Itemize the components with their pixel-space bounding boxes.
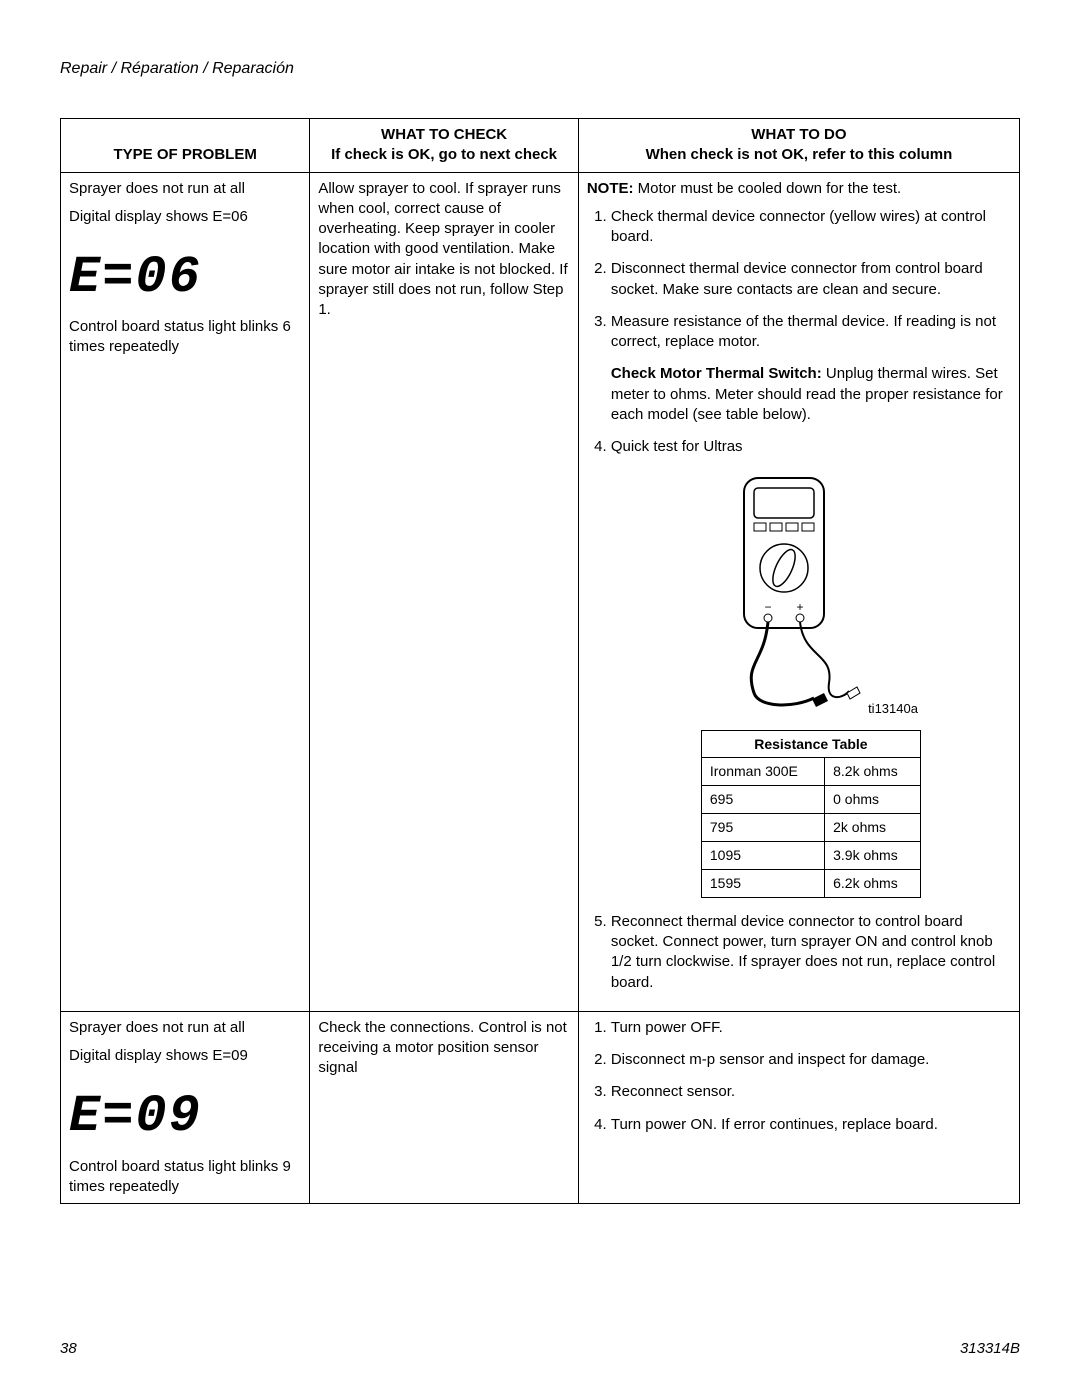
problem-line: Control board status light blinks 6 time… bbox=[69, 317, 301, 358]
doc-number: 313314B bbox=[960, 1340, 1020, 1357]
list-item: Disconnect m-p sensor and inspect for da… bbox=[611, 1050, 1011, 1070]
list-item: Reconnect thermal device connector to co… bbox=[611, 912, 1011, 993]
error-code-display: E=06 bbox=[69, 235, 301, 317]
problem-line: Control board status light blinks 9 time… bbox=[69, 1157, 301, 1198]
section-header: Repair / Réparation / Reparación bbox=[60, 60, 1020, 78]
resistance-table: Resistance Table Ironman 300E8.2k ohms 6… bbox=[701, 730, 921, 898]
table-row: Ironman 300E8.2k ohms bbox=[701, 758, 920, 786]
page-number: 38 bbox=[60, 1340, 77, 1357]
svg-text:−: − bbox=[764, 600, 771, 614]
table-row: Sprayer does not run at all Digital disp… bbox=[61, 172, 1020, 1011]
note-label: NOTE: bbox=[587, 180, 634, 197]
svg-text:+: + bbox=[796, 600, 803, 614]
do-steps-list: Turn power OFF. Disconnect m-p sensor an… bbox=[587, 1018, 1011, 1135]
thermal-switch-label: Check Motor Thermal Switch: bbox=[611, 365, 822, 382]
problem-line: Sprayer does not run at all bbox=[69, 179, 301, 199]
problem-cell: Sprayer does not run at all Digital disp… bbox=[61, 172, 310, 1011]
check-cell: Check the connections. Control is not re… bbox=[310, 1011, 579, 1203]
problem-line: Digital display shows E=09 bbox=[69, 1046, 301, 1066]
diagram-caption: ti13140a bbox=[868, 700, 918, 718]
problem-line: Sprayer does not run at all bbox=[69, 1018, 301, 1038]
table-row: 6950 ohms bbox=[701, 786, 920, 814]
table-row: 15956.2k ohms bbox=[701, 869, 920, 897]
problem-cell: Sprayer does not run at all Digital disp… bbox=[61, 1011, 310, 1203]
list-item: Reconnect sensor. bbox=[611, 1082, 1011, 1102]
multimeter-diagram: − + bbox=[611, 473, 1011, 719]
col-header-problem: TYPE OF PROBLEM bbox=[61, 119, 310, 173]
list-item: Check thermal device connector (yellow w… bbox=[611, 207, 1011, 248]
resistance-table-title: Resistance Table bbox=[701, 730, 920, 758]
error-code-display: E=09 bbox=[69, 1074, 301, 1156]
col-header-do: WHAT TO DO When check is not OK, refer t… bbox=[578, 119, 1019, 173]
list-item: Turn power OFF. bbox=[611, 1018, 1011, 1038]
check-cell: Allow sprayer to cool. If sprayer runs w… bbox=[310, 172, 579, 1011]
do-steps-list: Check thermal device connector (yellow w… bbox=[587, 207, 1011, 993]
list-item: Measure resistance of the thermal device… bbox=[611, 312, 1011, 425]
page: Repair / Réparation / Reparación TYPE OF… bbox=[0, 0, 1080, 1397]
problem-line: Digital display shows E=06 bbox=[69, 207, 301, 227]
troubleshooting-table: TYPE OF PROBLEM WHAT TO CHECK If check i… bbox=[60, 118, 1020, 1204]
do-cell: NOTE: Motor must be cooled down for the … bbox=[578, 172, 1019, 1011]
table-row: 10953.9k ohms bbox=[701, 842, 920, 870]
table-row: 7952k ohms bbox=[701, 814, 920, 842]
list-item: Disconnect thermal device connector from… bbox=[611, 259, 1011, 300]
multimeter-icon: − + bbox=[704, 473, 864, 713]
do-cell: Turn power OFF. Disconnect m-p sensor an… bbox=[578, 1011, 1019, 1203]
col-header-check: WHAT TO CHECK If check is OK, go to next… bbox=[310, 119, 579, 173]
table-row: Sprayer does not run at all Digital disp… bbox=[61, 1011, 1020, 1203]
note-text: Motor must be cooled down for the test. bbox=[634, 180, 902, 197]
page-footer: 38 313314B bbox=[60, 1340, 1020, 1357]
list-item: Quick test for Ultras bbox=[611, 437, 1011, 898]
list-item: Turn power ON. If error continues, repla… bbox=[611, 1115, 1011, 1135]
